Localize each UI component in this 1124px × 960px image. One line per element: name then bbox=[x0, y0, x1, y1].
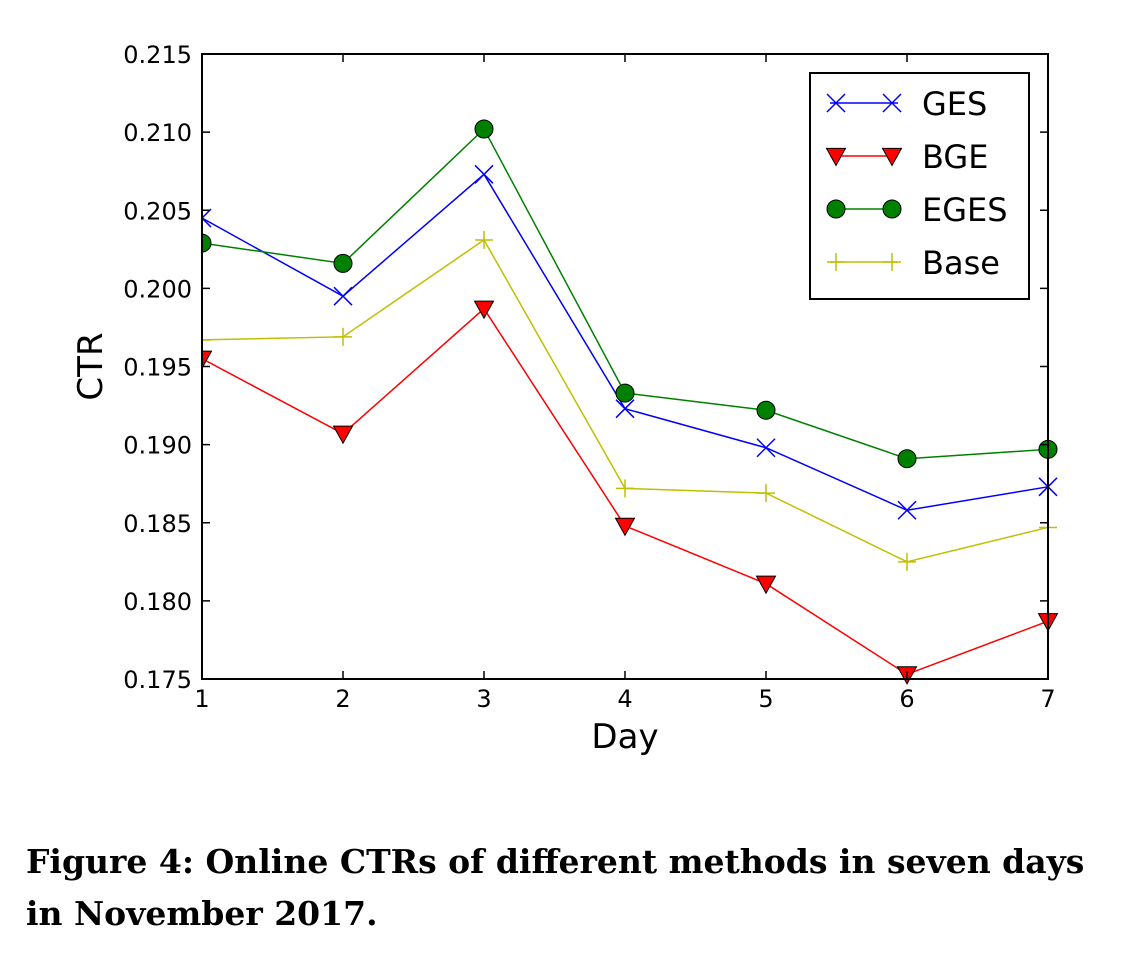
y-tick-label: 0.185 bbox=[123, 510, 192, 538]
data-point-bge bbox=[755, 575, 777, 595]
figure-caption: Figure 4: Online CTRs of different metho… bbox=[26, 842, 1085, 933]
legend-marker-eges bbox=[882, 199, 902, 219]
series-ges bbox=[202, 164, 1058, 520]
data-point-base bbox=[202, 330, 211, 349]
x-tick-label: 4 bbox=[617, 685, 632, 713]
x-tick-label: 2 bbox=[335, 685, 350, 713]
data-point-eges bbox=[474, 119, 494, 139]
data-point-base bbox=[334, 327, 352, 346]
data-point-eges bbox=[615, 383, 635, 403]
legend-marker-bge bbox=[881, 147, 903, 167]
legend-marker-base bbox=[883, 253, 901, 271]
data-point-base bbox=[616, 479, 634, 498]
x-tick-label: 3 bbox=[476, 685, 491, 713]
y-tick-label: 0.195 bbox=[123, 354, 192, 382]
data-point-eges bbox=[756, 400, 776, 420]
data-point-ges bbox=[897, 500, 917, 520]
series-eges bbox=[202, 119, 1058, 469]
data-point-ges bbox=[202, 208, 212, 228]
y-tick-label: 0.210 bbox=[123, 119, 192, 147]
chart-figure: 1 2 3 4 5 6 7 0.175 0.180 0.185 0.190 0.195 0.200 0.2… bbox=[71, 41, 1059, 757]
data-point-ges bbox=[756, 438, 776, 458]
legend-item-bge: BGE bbox=[825, 138, 988, 176]
legend-label-ges: GES bbox=[922, 85, 987, 123]
legend-label-bge: BGE bbox=[922, 138, 988, 176]
legend-marker-ges bbox=[882, 93, 902, 113]
y-tick-label: 0.190 bbox=[123, 432, 192, 460]
y-tick-label: 0.205 bbox=[123, 197, 192, 225]
data-point-base bbox=[757, 484, 775, 503]
x-axis-title: Day bbox=[591, 717, 658, 757]
y-tick-label: 0.175 bbox=[123, 666, 192, 694]
y-tick-label: 0.215 bbox=[123, 41, 192, 69]
line-chart: 1 2 3 4 5 6 7 0.175 0.180 0.185 0.190 0.195 0.200 0.2… bbox=[71, 41, 1059, 757]
legend-label-base: Base bbox=[922, 244, 1000, 282]
data-point-ges bbox=[333, 286, 353, 306]
data-point-ges bbox=[474, 164, 494, 184]
data-point-bge bbox=[614, 517, 636, 537]
legend-marker-base bbox=[827, 253, 845, 271]
legend-label-eges: EGES bbox=[922, 191, 1008, 229]
data-point-bge bbox=[473, 300, 495, 320]
data-point-eges bbox=[202, 233, 212, 253]
y-tick-label: 0.180 bbox=[123, 588, 192, 616]
y-tick-label: 0.200 bbox=[123, 275, 192, 303]
legend-marker-bge bbox=[825, 147, 847, 167]
data-point-base bbox=[898, 552, 916, 571]
data-point-bge bbox=[202, 350, 213, 370]
data-point-ges bbox=[615, 399, 635, 419]
data-point-base bbox=[475, 230, 493, 249]
legend-marker-ges bbox=[826, 93, 846, 113]
legend-item-ges: GES bbox=[826, 85, 987, 123]
data-point-bge bbox=[332, 425, 354, 445]
legend-item-eges: EGES bbox=[826, 191, 1008, 229]
x-tick-label: 1 bbox=[194, 685, 209, 713]
legend-item-base: Base bbox=[827, 244, 1000, 282]
legend: GES BGE EGES Base bbox=[809, 72, 1030, 300]
data-point-eges bbox=[897, 449, 917, 469]
y-axis-title: CTR bbox=[71, 332, 111, 400]
x-tick-label: 6 bbox=[899, 685, 914, 713]
x-tick-label: 7 bbox=[1040, 685, 1055, 713]
data-point-eges bbox=[333, 253, 353, 273]
legend-marker-eges bbox=[826, 199, 846, 219]
x-tick-label: 5 bbox=[758, 685, 773, 713]
